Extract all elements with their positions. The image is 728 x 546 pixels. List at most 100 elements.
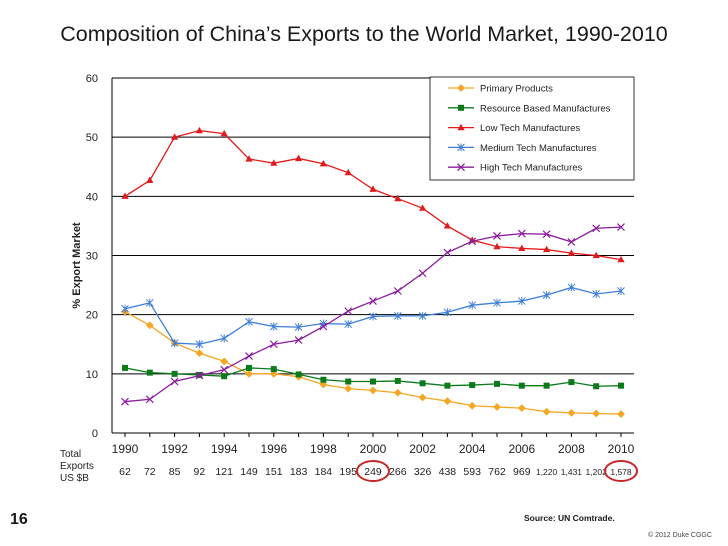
data-point-medtech — [493, 298, 501, 307]
data-point-resource — [345, 378, 352, 385]
x-tick-label: 1992 — [161, 442, 188, 456]
x-tick-label: 2000 — [360, 442, 387, 456]
series-primary — [121, 307, 625, 418]
data-point-medtech — [517, 297, 526, 306]
data-point-lowtech — [518, 244, 526, 251]
data-point-primary — [145, 321, 154, 330]
y-tick-label: 20 — [86, 310, 98, 322]
data-point-hightech — [121, 397, 129, 406]
data-point-primary — [369, 386, 377, 395]
data-point-hightech — [418, 269, 427, 278]
total-export-value: 969 — [513, 466, 531, 478]
data-point-hightech — [468, 237, 477, 246]
total-exports-label: US $B — [60, 473, 89, 484]
data-point-primary — [269, 369, 278, 378]
total-export-value: 62 — [119, 466, 131, 478]
total-export-value: 326 — [414, 466, 432, 478]
x-tick-label: 2006 — [508, 442, 535, 456]
data-point-resource — [419, 380, 426, 387]
legend-marker-resource — [458, 104, 464, 111]
data-point-resource — [618, 382, 624, 389]
total-export-value: 92 — [194, 466, 206, 478]
legend-marker-lowtech — [457, 123, 465, 131]
legend-label-hightech: High Tech Manufactures — [480, 163, 583, 174]
data-point-medtech — [145, 298, 154, 307]
data-point-lowtech — [319, 159, 327, 167]
source-note: Source: UN Comtrade. — [524, 513, 615, 523]
data-point-lowtech — [493, 242, 501, 250]
data-point-primary — [418, 393, 427, 402]
data-point-hightech — [369, 297, 377, 305]
data-point-lowtech — [617, 255, 625, 263]
total-export-value: 149 — [240, 466, 258, 478]
data-point-resource — [444, 382, 451, 389]
y-tick-label: 30 — [86, 251, 98, 263]
data-point-resource — [394, 377, 401, 384]
x-tick-label: 2002 — [409, 442, 436, 456]
legend-marker-medtech — [457, 143, 465, 152]
data-point-medtech — [344, 320, 353, 329]
total-export-value: 183 — [290, 466, 308, 478]
data-point-resource — [221, 373, 228, 380]
data-point-resource — [122, 364, 128, 371]
legend-marker-primary — [457, 84, 465, 92]
data-point-resource — [146, 369, 153, 376]
x-tick-label: 1994 — [211, 442, 238, 456]
data-point-primary — [542, 407, 551, 416]
data-point-resource — [295, 371, 302, 378]
data-point-lowtech — [121, 192, 129, 199]
total-export-value: 266 — [389, 466, 407, 478]
data-point-lowtech — [245, 155, 253, 162]
data-point-resource — [370, 378, 376, 385]
data-point-resource — [469, 382, 476, 389]
data-point-primary — [468, 401, 477, 410]
data-point-primary — [220, 357, 229, 366]
data-point-primary — [344, 384, 353, 393]
total-export-value: 1,202 — [586, 467, 608, 477]
data-point-medtech — [220, 334, 229, 343]
slide-number: 16 — [10, 511, 28, 528]
data-point-hightech — [269, 340, 278, 349]
data-point-resource — [518, 382, 525, 389]
data-point-medtech — [245, 317, 253, 326]
total-export-value: 1,220 — [536, 467, 558, 477]
data-point-lowtech — [270, 159, 278, 166]
legend-marker-hightech — [457, 163, 465, 172]
data-point-resource — [246, 364, 252, 371]
total-export-value: 121 — [215, 466, 233, 478]
data-point-medtech — [369, 312, 377, 321]
legend-label-resource: Resource Based Manufactures — [480, 103, 611, 114]
total-exports-label: Exports — [60, 461, 94, 472]
data-point-medtech — [567, 283, 576, 292]
data-point-primary — [443, 397, 452, 405]
data-point-resource — [568, 379, 575, 386]
data-point-lowtech — [592, 251, 600, 259]
data-point-lowtech — [344, 168, 352, 176]
data-point-hightech — [517, 229, 526, 238]
x-tick-label: 2004 — [459, 442, 486, 456]
data-point-medtech — [170, 339, 179, 348]
legend-label-lowtech: Low Tech Manufactures — [480, 123, 580, 134]
data-point-lowtech — [419, 204, 427, 211]
data-point-lowtech — [394, 194, 402, 202]
legend-label-primary: Primary Products — [480, 84, 553, 95]
data-point-primary — [567, 408, 576, 417]
data-point-primary — [493, 403, 501, 411]
y-tick-label: 0 — [92, 428, 98, 440]
x-tick-label: 1998 — [310, 442, 337, 456]
data-point-medtech — [269, 322, 278, 331]
data-point-medtech — [542, 291, 551, 300]
data-point-primary — [592, 409, 601, 418]
data-point-hightech — [195, 371, 204, 380]
x-tick-label: 1990 — [112, 442, 139, 456]
legend-box — [429, 76, 635, 181]
total-export-value: 1,578 — [610, 467, 632, 477]
data-point-medtech — [294, 323, 303, 332]
data-point-hightech — [145, 395, 154, 404]
y-tick-label: 60 — [86, 73, 98, 85]
data-point-lowtech — [195, 126, 203, 134]
y-tick-label: 40 — [86, 191, 98, 203]
data-point-lowtech — [443, 222, 451, 229]
total-export-value: 184 — [315, 466, 333, 478]
total-export-value: 195 — [339, 466, 357, 478]
